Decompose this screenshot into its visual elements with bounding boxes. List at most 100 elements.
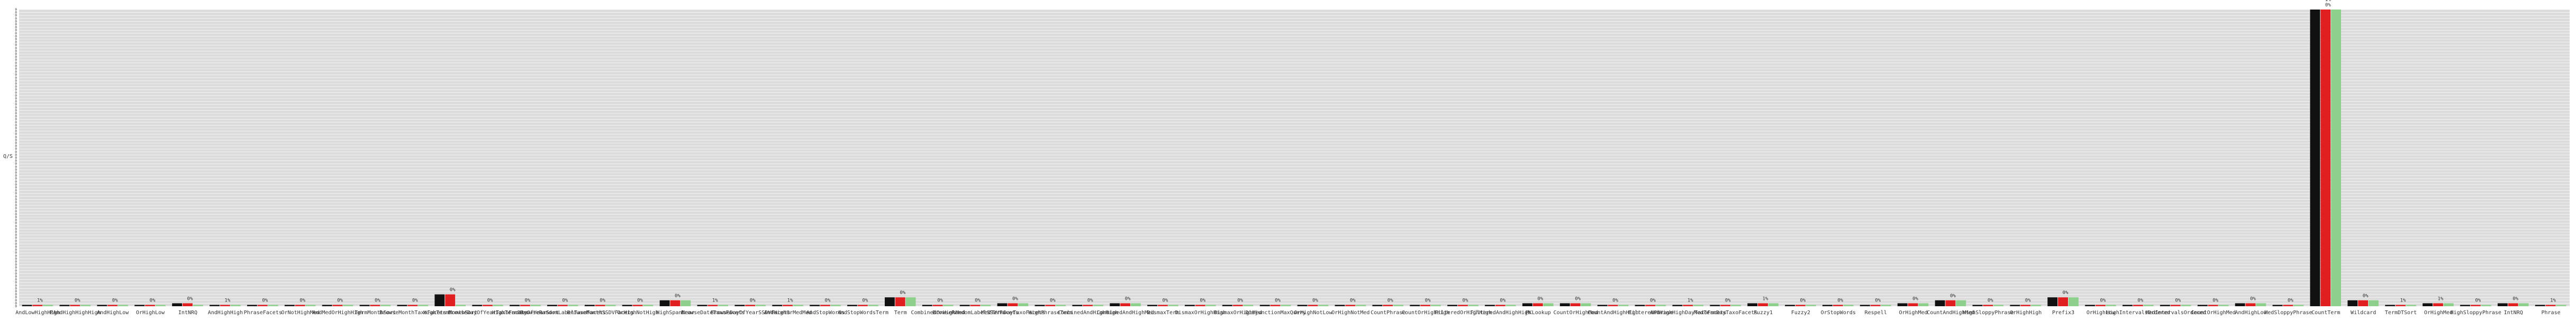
bar xyxy=(756,305,766,306)
bar xyxy=(2235,303,2245,306)
data-label: 0% xyxy=(862,298,868,304)
data-label: 0% xyxy=(1500,298,1505,304)
bar xyxy=(718,305,729,306)
y-tick-label: 0 xyxy=(15,150,17,154)
y-tick-label: 0 xyxy=(15,97,17,101)
bar xyxy=(2123,305,2133,306)
y-tick-label: 0 xyxy=(15,210,17,214)
bar xyxy=(1410,305,1420,306)
bar xyxy=(970,305,981,306)
bar xyxy=(1645,305,1656,306)
data-label: 0% xyxy=(2100,298,2106,304)
bar xyxy=(43,305,53,306)
data-label: 0% xyxy=(1312,298,1318,304)
bar xyxy=(1420,305,1431,306)
data-label: 0% xyxy=(750,298,756,304)
bar xyxy=(2406,305,2416,306)
y-tick-label: 0 xyxy=(15,79,17,83)
bar xyxy=(568,305,578,306)
bar xyxy=(1008,303,1018,306)
data-label: 1% xyxy=(2400,298,2406,304)
bar xyxy=(2283,305,2293,306)
bar xyxy=(1522,303,1532,306)
y-tick-label: 0 xyxy=(15,221,17,225)
data-label: 0% xyxy=(2363,294,2369,299)
bar xyxy=(1559,303,1570,306)
bar xyxy=(107,305,118,306)
data-label: 1% xyxy=(787,298,793,304)
bar xyxy=(2085,305,2096,306)
y-tick-label: 0 xyxy=(15,94,17,97)
bar xyxy=(1185,305,1195,306)
data-label: 0% xyxy=(1087,298,1093,304)
y-tick-label: 0 xyxy=(15,183,17,186)
y-axis-title: Q/S xyxy=(3,154,13,159)
y-tick-label: 0 xyxy=(15,263,17,267)
y-tick-label: 0 xyxy=(15,219,17,223)
y-tick-label: 0 xyxy=(15,207,17,210)
bar xyxy=(847,305,857,306)
x-category-label: CountOrHighHigh xyxy=(1402,310,1449,316)
data-label: 0% xyxy=(2063,290,2069,296)
x-category-label: IntNRQ xyxy=(2504,310,2523,316)
x-category-label: BrowseDateTaxoFacets xyxy=(681,310,745,316)
bar xyxy=(1383,305,1393,306)
data-label: 0% xyxy=(1275,298,1281,304)
bar xyxy=(1072,305,1083,306)
bar xyxy=(584,305,595,306)
bar xyxy=(708,305,718,306)
y-tick-label: 0 xyxy=(15,260,17,264)
bar xyxy=(632,305,643,306)
bar xyxy=(2358,300,2369,306)
y-tick-label: 0 xyxy=(15,227,17,231)
y-tick-label: 0 xyxy=(15,88,17,92)
data-label: 0% xyxy=(1988,298,1993,304)
data-label: 0% xyxy=(2475,298,2481,304)
data-label: 0% xyxy=(1612,298,1618,304)
y-tick-label: 0 xyxy=(15,34,17,38)
y-tick-label: 0 xyxy=(15,225,17,228)
y-tick-label: 0 xyxy=(15,245,17,249)
y-tick-label: 0 xyxy=(15,138,17,142)
data-label: 1% xyxy=(37,298,43,304)
bar xyxy=(268,305,278,306)
bar xyxy=(2347,300,2358,306)
y-tick-label: 0 xyxy=(15,70,17,74)
y-tick-label: 0 xyxy=(15,192,17,195)
bar xyxy=(2106,305,2116,306)
y-tick-label: 0 xyxy=(15,162,17,166)
x-category-label: OrHighNotHigh xyxy=(617,310,658,316)
bar xyxy=(1485,305,1495,306)
y-tick-label: 0 xyxy=(15,198,17,201)
bar xyxy=(1431,305,1441,306)
bar xyxy=(2272,305,2283,306)
x-category-label: PKLookup xyxy=(1526,310,1551,316)
bar xyxy=(247,305,257,306)
x-category-label: PhraseFacets xyxy=(244,310,282,316)
y-tick-label: 0 xyxy=(15,242,17,246)
x-category-label: OrNotHighMed xyxy=(281,310,319,316)
bar xyxy=(380,305,391,306)
bar xyxy=(1806,305,1816,306)
x-category-label: OrHighHigh xyxy=(2010,310,2042,316)
y-tick-label: 0 xyxy=(15,212,17,216)
bar xyxy=(1768,303,1779,306)
y-tick-label: 0 xyxy=(15,29,17,32)
x-category-label: BrowseDayOfYearTaxoFacets xyxy=(448,310,528,316)
y-tick-label: 0 xyxy=(15,11,17,15)
y-tick-label: 0 xyxy=(15,189,17,193)
y-tick-label: 0 xyxy=(15,275,17,279)
bar xyxy=(1843,305,1854,306)
y-tick-label: 0 xyxy=(15,216,17,219)
y-tick-label: 0 xyxy=(15,38,17,41)
y-tick-label: 0 xyxy=(15,20,17,23)
data-label: 0% xyxy=(524,298,530,304)
data-label: 0% xyxy=(2137,298,2143,304)
bar xyxy=(932,305,943,306)
x-category-label: OrHighMed xyxy=(2424,310,2453,316)
bar xyxy=(1168,305,1178,306)
bar xyxy=(1110,303,1120,306)
x-category-label: DismaxOrHighMed xyxy=(1214,310,1262,316)
bar xyxy=(1505,305,1516,306)
bar xyxy=(997,303,1008,306)
